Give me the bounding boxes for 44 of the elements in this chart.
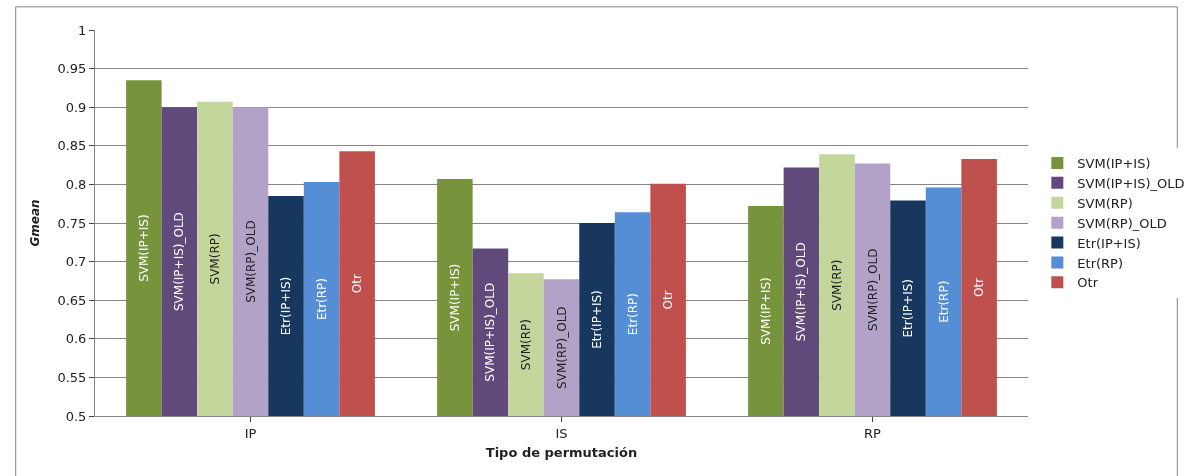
y-tick-label: 0.95 — [57, 61, 87, 77]
text: Etr(RP) — [625, 293, 640, 336]
text: SVM(RP)_OLD — [554, 306, 569, 389]
y-tick-label: 1 — [78, 22, 87, 38]
y-tick-label: 0.55 — [57, 369, 87, 385]
legend-label: Otr — [1077, 275, 1099, 291]
x-tick-label: RP — [864, 425, 882, 441]
text: SVM(IP+IS) — [447, 263, 462, 332]
y-tick-label: 0.7 — [65, 254, 87, 270]
text: SVM(IP+IS) — [758, 277, 773, 345]
text: SVM(RP) — [829, 259, 844, 311]
text: Etr(IP+IS) — [279, 276, 294, 336]
text: Otr — [972, 277, 987, 298]
x-axis-title: Tipo de permutación — [485, 445, 638, 461]
text: SVM(IP+IS)_OLD — [483, 282, 498, 382]
text: Etr(RP) — [314, 277, 329, 321]
text: Etr(RP) — [936, 280, 951, 323]
x-tick-label: IS — [555, 425, 568, 441]
y-tick-label: 0.75 — [57, 215, 87, 231]
legend-label: SVM(IP+IS) — [1077, 156, 1151, 172]
x-tick-label: IP — [244, 425, 257, 441]
legend-label: SVM(RP)_OLD — [1077, 215, 1167, 231]
y-tick-label: 0.8 — [65, 176, 87, 192]
text: SVM(IP+IS)_OLD — [794, 242, 809, 342]
legend-label: SVM(RP) — [1077, 195, 1133, 211]
text: SVM(IP+IS) — [136, 214, 151, 282]
text: SVM(RP) — [518, 319, 533, 371]
text: SVM(RP)_OLD — [865, 248, 880, 332]
legend-label: Etr(RP) — [1077, 255, 1123, 271]
y-tick-label: 0.9 — [65, 99, 87, 115]
y-tick-label: 0.65 — [57, 292, 87, 308]
y-axis-title: Gmean — [27, 199, 42, 247]
y-tick-label: 0.85 — [57, 138, 87, 154]
text: SVM(RP)_OLD — [243, 220, 258, 303]
text: Etr(IP+IS) — [590, 290, 605, 349]
text: Otr — [350, 274, 365, 294]
y-tick-label: 0.5 — [65, 408, 87, 424]
text: Otr — [661, 290, 676, 310]
legend-label: Etr(IP+IS) — [1077, 235, 1141, 251]
text: SVM(RP) — [207, 233, 222, 285]
legend-label: SVM(IP+IS)_OLD — [1077, 175, 1185, 191]
y-tick-label: 0.6 — [65, 331, 87, 347]
text: Etr(IP+IS) — [901, 279, 916, 338]
text: SVM(IP+IS)_OLD — [172, 212, 187, 312]
